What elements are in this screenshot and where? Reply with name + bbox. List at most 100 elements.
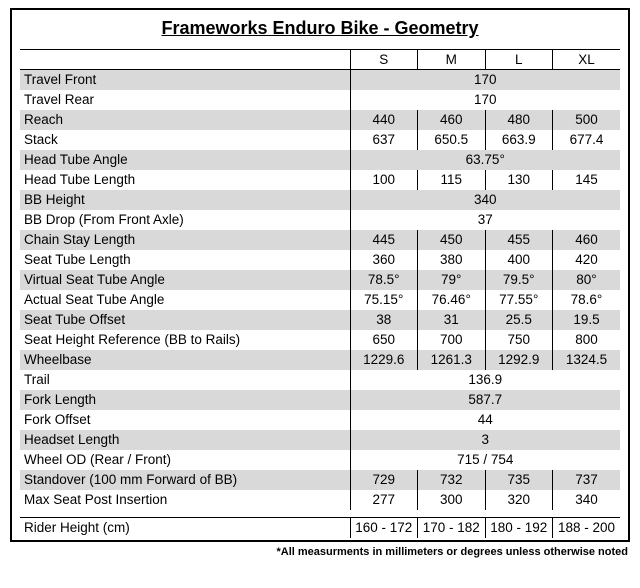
row-value: 360 (350, 250, 418, 270)
row-label: Chain Stay Length (20, 230, 350, 250)
row-value: 1324.5 (553, 350, 621, 370)
row-label: Travel Front (20, 70, 350, 90)
table-row: BB Drop (From Front Axle)37 (20, 210, 620, 230)
geometry-table-frame: Frameworks Enduro Bike - Geometry S M L … (10, 8, 630, 542)
row-merged-value: 63.75° (350, 150, 620, 170)
row-merged-value: 37 (350, 210, 620, 230)
row-value: 737 (553, 470, 621, 490)
table-row: Headset Length3 (20, 430, 620, 450)
row-merged-value: 3 (350, 430, 620, 450)
row-label: BB Height (20, 190, 350, 210)
row-value: 455 (485, 230, 553, 250)
row-value: 1292.9 (485, 350, 553, 370)
row-label: Seat Tube Offset (20, 310, 350, 330)
row-value: 480 (485, 110, 553, 130)
row-label: Stack (20, 130, 350, 150)
row-label: Actual Seat Tube Angle (20, 290, 350, 310)
row-value: 78.5° (350, 270, 418, 290)
row-value: 677.4 (553, 130, 621, 150)
row-value: 445 (350, 230, 418, 250)
table-row: Seat Tube Offset383125.519.5 (20, 310, 620, 330)
row-value: 735 (485, 470, 553, 490)
table-row: Stack637650.5663.9677.4 (20, 130, 620, 150)
row-merged-value: 44 (350, 410, 620, 430)
row-label: Standover (100 mm Forward of BB) (20, 470, 350, 490)
row-value: 77.55° (485, 290, 553, 310)
row-value: 115 (418, 170, 486, 190)
row-value: 650 (350, 330, 418, 350)
row-label: Head Tube Angle (20, 150, 350, 170)
row-value: 800 (553, 330, 621, 350)
row-label: Max Seat Post Insertion (20, 490, 350, 510)
row-value: 732 (418, 470, 486, 490)
size-s: S (350, 50, 418, 70)
table-row: Reach440460480500 (20, 110, 620, 130)
row-label: Virtual Seat Tube Angle (20, 270, 350, 290)
row-value: 380 (418, 250, 486, 270)
row-label: Headset Length (20, 430, 350, 450)
row-merged-value: 170 (350, 70, 620, 90)
row-value: 650.5 (418, 130, 486, 150)
table-row: Seat Tube Length360380400420 (20, 250, 620, 270)
row-value: 19.5 (553, 310, 621, 330)
table-row: BB Height340 (20, 190, 620, 210)
row-value: 1261.3 (418, 350, 486, 370)
footnote: *All measurments in millimeters or degre… (10, 542, 630, 558)
row-merged-value: 340 (350, 190, 620, 210)
row-label: Trail (20, 370, 350, 390)
geometry-table: S M L XL Travel Front170Travel Rear170Re… (20, 49, 620, 538)
row-value: 38 (350, 310, 418, 330)
row-value: 78.6° (553, 290, 621, 310)
row-value: 80° (553, 270, 621, 290)
row-label: Fork Offset (20, 410, 350, 430)
table-row: Head Tube Angle63.75° (20, 150, 620, 170)
header-blank (20, 50, 350, 70)
row-value: 79° (418, 270, 486, 290)
row-value: 637 (350, 130, 418, 150)
row-value: 79.5° (485, 270, 553, 290)
row-value: 130 (485, 170, 553, 190)
row-value: 76.46° (418, 290, 486, 310)
spacer-row (20, 510, 620, 518)
table-row: Max Seat Post Insertion277300320340 (20, 490, 620, 510)
table-row: Fork Length587.7 (20, 390, 620, 410)
rider-height-m: 170 - 182 (418, 518, 486, 538)
size-l: L (485, 50, 553, 70)
table-row: Fork Offset44 (20, 410, 620, 430)
row-value: 100 (350, 170, 418, 190)
row-label: Reach (20, 110, 350, 130)
row-merged-value: 587.7 (350, 390, 620, 410)
row-label: Travel Rear (20, 90, 350, 110)
row-label: Wheel OD (Rear / Front) (20, 450, 350, 470)
table-row: Head Tube Length100115130145 (20, 170, 620, 190)
row-value: 500 (553, 110, 621, 130)
row-value: 145 (553, 170, 621, 190)
table-row: Standover (100 mm Forward of BB)72973273… (20, 470, 620, 490)
row-value: 700 (418, 330, 486, 350)
rider-height-l: 180 - 192 (485, 518, 553, 538)
table-row: Trail136.9 (20, 370, 620, 390)
size-xl: XL (553, 50, 621, 70)
table-row: Actual Seat Tube Angle75.15°76.46°77.55°… (20, 290, 620, 310)
row-value: 25.5 (485, 310, 553, 330)
row-value: 320 (485, 490, 553, 510)
row-value: 663.9 (485, 130, 553, 150)
table-row: Travel Rear170 (20, 90, 620, 110)
row-label: BB Drop (From Front Axle) (20, 210, 350, 230)
row-value: 1229.6 (350, 350, 418, 370)
row-label: Seat Height Reference (BB to Rails) (20, 330, 350, 350)
table-row: Wheelbase1229.61261.31292.91324.5 (20, 350, 620, 370)
row-value: 460 (418, 110, 486, 130)
row-value: 450 (418, 230, 486, 250)
row-value: 75.15° (350, 290, 418, 310)
row-merged-value: 715 / 754 (350, 450, 620, 470)
rider-height-xl: 188 - 200 (553, 518, 621, 538)
size-header-row: S M L XL (20, 50, 620, 70)
page-title: Frameworks Enduro Bike - Geometry (20, 16, 620, 49)
row-label: Head Tube Length (20, 170, 350, 190)
rider-height-label: Rider Height (cm) (20, 518, 350, 538)
row-value: 440 (350, 110, 418, 130)
size-m: M (418, 50, 486, 70)
row-value: 729 (350, 470, 418, 490)
row-value: 340 (553, 490, 621, 510)
